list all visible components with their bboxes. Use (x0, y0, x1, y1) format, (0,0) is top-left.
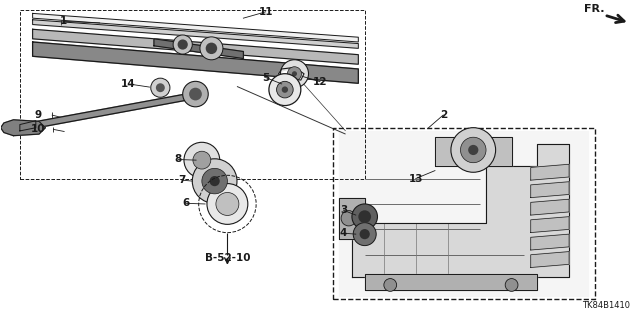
Polygon shape (33, 42, 358, 83)
Text: 4: 4 (340, 228, 348, 238)
Ellipse shape (358, 210, 371, 223)
Ellipse shape (151, 78, 170, 97)
Polygon shape (278, 67, 304, 80)
Polygon shape (435, 137, 511, 166)
Polygon shape (33, 13, 358, 42)
Polygon shape (1, 120, 45, 136)
Ellipse shape (341, 211, 356, 226)
Text: 7: 7 (179, 175, 186, 185)
Polygon shape (352, 144, 569, 277)
Ellipse shape (209, 176, 220, 186)
Ellipse shape (156, 83, 165, 92)
Text: 3: 3 (340, 205, 348, 215)
Ellipse shape (182, 81, 208, 107)
Ellipse shape (269, 74, 301, 106)
Ellipse shape (184, 142, 220, 178)
Text: FR.: FR. (584, 4, 605, 14)
Text: 10: 10 (31, 124, 45, 134)
Ellipse shape (202, 168, 227, 194)
Ellipse shape (384, 278, 397, 291)
Ellipse shape (451, 128, 495, 172)
Ellipse shape (276, 81, 293, 98)
Text: TK84B1410: TK84B1410 (582, 301, 630, 310)
Ellipse shape (192, 159, 237, 204)
Ellipse shape (352, 204, 378, 229)
Polygon shape (283, 70, 298, 78)
Polygon shape (531, 164, 569, 180)
Ellipse shape (193, 151, 211, 169)
Text: 5: 5 (262, 72, 269, 83)
Text: 8: 8 (175, 154, 182, 165)
Ellipse shape (287, 67, 301, 81)
Polygon shape (531, 182, 569, 197)
Ellipse shape (360, 229, 370, 239)
Text: 11: 11 (259, 7, 273, 17)
Polygon shape (20, 121, 36, 131)
Ellipse shape (177, 40, 188, 50)
Text: 2: 2 (440, 110, 447, 120)
Polygon shape (339, 197, 365, 239)
Text: 9: 9 (34, 110, 42, 120)
Polygon shape (339, 131, 588, 296)
Ellipse shape (461, 137, 486, 163)
Polygon shape (365, 274, 537, 290)
Text: 13: 13 (408, 174, 423, 183)
Text: 12: 12 (313, 77, 327, 87)
Polygon shape (531, 199, 569, 215)
Text: 1: 1 (60, 16, 67, 26)
Polygon shape (154, 39, 243, 58)
Ellipse shape (292, 71, 297, 76)
Ellipse shape (189, 88, 202, 100)
Polygon shape (20, 93, 192, 131)
Text: 14: 14 (121, 79, 136, 89)
Ellipse shape (207, 183, 248, 224)
Ellipse shape (468, 145, 478, 155)
Ellipse shape (505, 278, 518, 291)
Ellipse shape (200, 37, 223, 60)
Ellipse shape (353, 223, 376, 246)
Polygon shape (531, 252, 569, 268)
Ellipse shape (282, 86, 288, 93)
Polygon shape (33, 29, 358, 64)
Ellipse shape (173, 35, 192, 54)
Ellipse shape (205, 43, 217, 54)
Polygon shape (531, 217, 569, 233)
Ellipse shape (280, 60, 308, 88)
Text: B-52-10: B-52-10 (205, 253, 250, 263)
Polygon shape (33, 20, 358, 48)
Polygon shape (531, 234, 569, 250)
Text: 6: 6 (182, 198, 189, 208)
Ellipse shape (216, 192, 239, 215)
